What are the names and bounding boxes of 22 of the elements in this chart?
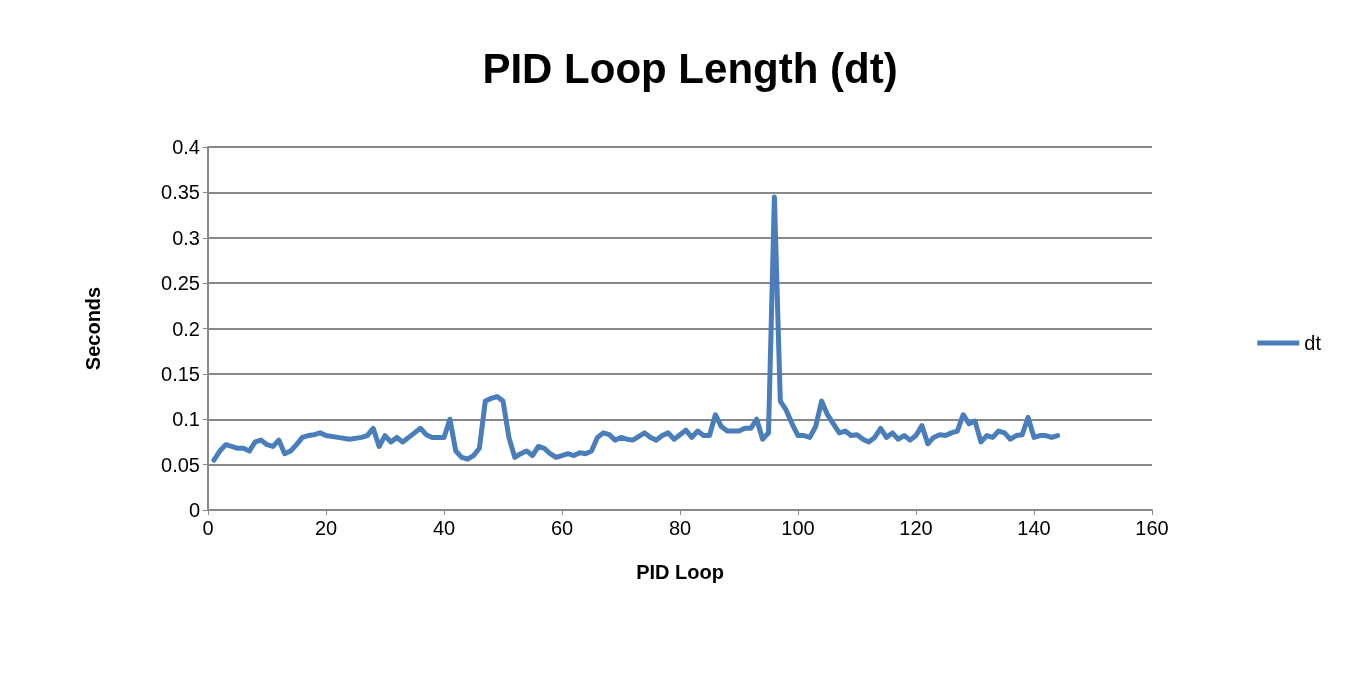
x-tick-label: 100: [781, 517, 815, 539]
legend-label: dt: [1304, 332, 1322, 354]
y-tick-label: 0.25: [161, 272, 200, 295]
y-tick-label: 0.4: [172, 136, 200, 158]
chart-title: PID Loop Length (dt): [482, 44, 898, 92]
x-tick-label: 20: [314, 517, 338, 539]
y-tick-label: 0.35: [161, 181, 200, 204]
x-tick-label: 160: [1135, 517, 1169, 539]
y-tick-label: 0.2: [172, 317, 200, 340]
x-tick-label: 40: [432, 517, 456, 539]
y-axis-title: Seconds: [82, 286, 104, 371]
y-tick-label: 0.15: [161, 362, 200, 385]
y-tick-label: 0.1: [172, 408, 200, 431]
x-tick-label: 80: [668, 517, 692, 539]
y-tick-label: 0.05: [161, 453, 200, 476]
x-tick-label: 0: [202, 517, 214, 539]
y-tick-label: 0.3: [172, 226, 200, 249]
x-tick-label: 60: [550, 517, 574, 539]
x-tick-label: 140: [1017, 517, 1051, 539]
y-tick-label: 0: [188, 499, 200, 521]
x-tick-label: 120: [899, 517, 933, 539]
x-axis-title: PID Loop: [636, 561, 724, 583]
